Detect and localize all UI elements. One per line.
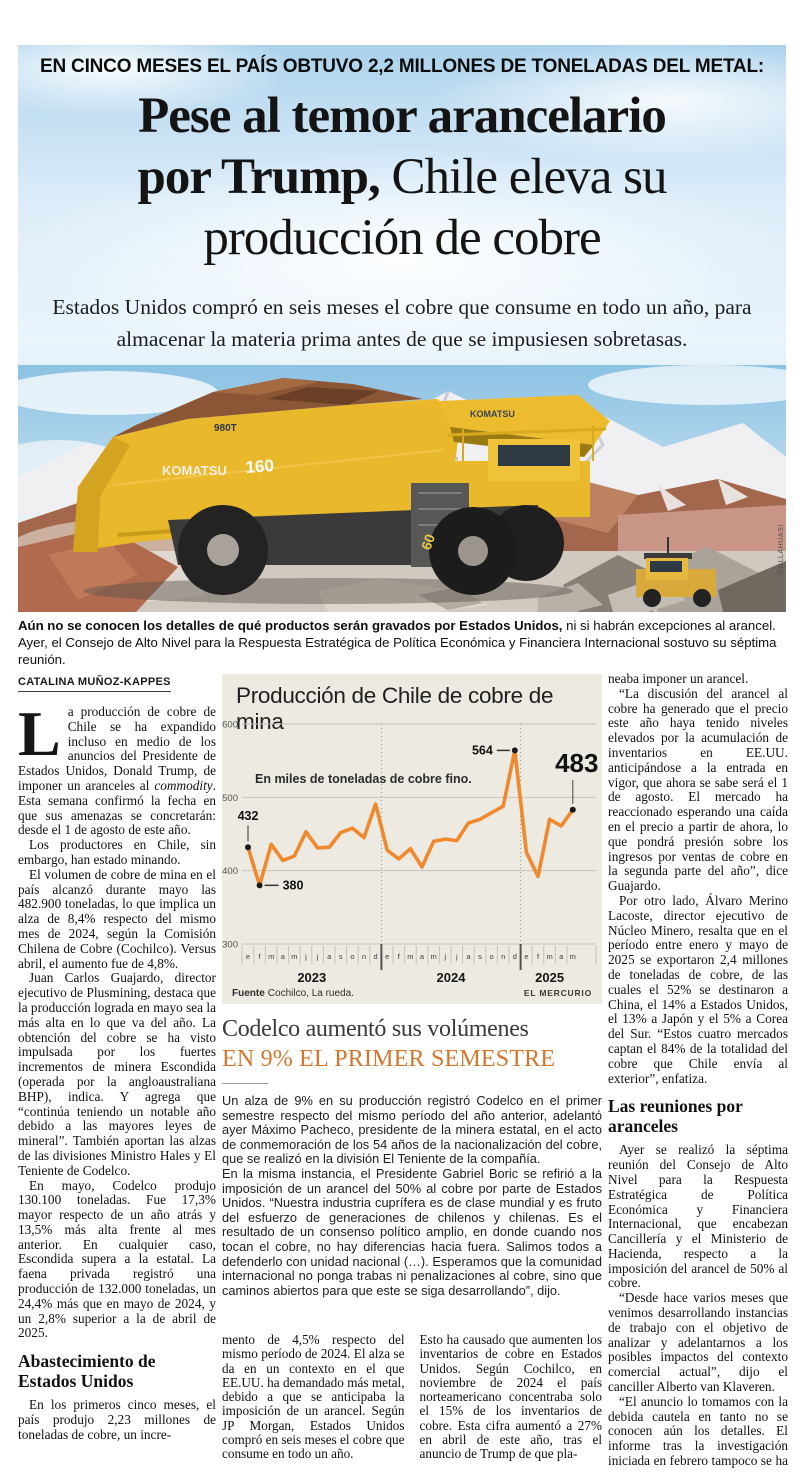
- svg-text:KOMATSU: KOMATSU: [162, 463, 227, 478]
- chart-footer: Fuente Cochilco, La rueda. EL MERCURIO: [232, 988, 592, 999]
- middle-column-1: mento de 4,5% respecto del mismo período…: [222, 1333, 405, 1475]
- svg-text:KOMATSU: KOMATSU: [470, 409, 515, 419]
- paragraph: Juan Carlos Guajardo, director ejecutivo…: [18, 970, 216, 1178]
- subhead-abastecimiento: Abastecimiento de Estados Unidos: [18, 1351, 156, 1391]
- svg-text:f: f: [398, 952, 401, 961]
- svg-text:m: m: [268, 952, 274, 961]
- middle-column-2: Esto ha causado que aumenten los inventa…: [420, 1333, 603, 1475]
- paragraph: El volumen de cobre de mina en el país a…: [18, 866, 216, 971]
- paragraph: En mayo, Codelco produjo 130.100 tonelad…: [18, 1177, 216, 1341]
- svg-text:432: 432: [238, 809, 259, 823]
- svg-text:d: d: [513, 952, 517, 961]
- svg-text:j: j: [316, 952, 319, 961]
- paragraph: “El anuncio lo tomamos con la debida cau…: [608, 1393, 788, 1469]
- svg-text:600: 600: [222, 720, 238, 731]
- svg-text:d: d: [374, 952, 378, 961]
- svg-text:o: o: [490, 952, 494, 961]
- photo-caption: Aún no se conocen los detalles de qué pr…: [18, 618, 777, 667]
- section-rule: [222, 1083, 268, 1084]
- svg-text:e: e: [246, 952, 250, 961]
- copper-production-chart: Producción de Chile de cobre de mina En …: [222, 674, 602, 1004]
- svg-text:400: 400: [222, 866, 238, 877]
- svg-text:f: f: [259, 952, 262, 961]
- svg-text:564: 564: [472, 743, 493, 757]
- codelco-title-line-2: EN 9% EL PRIMER SEMESTRE: [222, 1046, 556, 1072]
- drop-cap: L: [18, 698, 61, 769]
- subhead-reuniones: Las reuniones por aranceles: [608, 1096, 743, 1136]
- paragraph: “La discusión del arancel al cobre ha ge…: [608, 685, 788, 894]
- svg-text:2025: 2025: [535, 970, 564, 985]
- svg-text:500: 500: [222, 793, 238, 804]
- svg-text:j: j: [443, 952, 446, 961]
- codelco-body: Un alza de 9% en su producción registró …: [222, 1093, 602, 1298]
- svg-text:m: m: [291, 952, 297, 961]
- haul-truck: KOMATSU 980T 160 KOMATSU 60: [73, 378, 610, 595]
- kicker: EN CINCO MESES EL PAÍS OBTUVO 2,2 MILLON…: [39, 56, 764, 77]
- paragraph: Esto ha causado que aumenten los inventa…: [419, 1333, 603, 1462]
- svg-text:380: 380: [283, 878, 304, 892]
- chart-source: Fuente Cochilco, La rueda.: [232, 988, 354, 999]
- chart-title: Producción de Chile de cobre de mina: [236, 683, 554, 734]
- svg-text:n: n: [362, 952, 366, 961]
- svg-text:e: e: [524, 952, 528, 961]
- svg-text:f: f: [537, 952, 540, 961]
- svg-text:2024: 2024: [437, 970, 467, 985]
- paragraph: Los productores en Chile, sin embargo, h…: [18, 837, 216, 867]
- svg-text:a: a: [420, 952, 425, 961]
- codelco-title-line-1: Codelco aumentó sus volúmenes: [222, 1016, 529, 1042]
- svg-text:a: a: [466, 952, 471, 961]
- svg-text:m: m: [570, 952, 576, 961]
- paragraph: Un alza de 9% en su producción registró …: [222, 1093, 602, 1167]
- chart-credit: EL MERCURIO: [523, 988, 592, 998]
- headline-line-2: por Trump, Chile eleva su: [137, 149, 668, 205]
- svg-text:980T: 980T: [214, 423, 237, 434]
- svg-text:160: 160: [245, 456, 275, 477]
- svg-text:j: j: [455, 952, 458, 961]
- photo-credit: COLLAHUASI: [778, 523, 785, 574]
- right-column: neaba imponer un arancel. “La discusión …: [608, 672, 788, 1469]
- middle-columns: mento de 4,5% respecto del mismo período…: [222, 1333, 602, 1475]
- paragraph: Por otro lado, Álvaro Merino Lacoste, di…: [608, 892, 788, 1086]
- mining-scene-illustration: KOMATSU 980T 160 KOMATSU 60: [18, 365, 786, 612]
- paragraph: En la misma instancia, el Presidente Gab…: [222, 1165, 602, 1298]
- svg-text:n: n: [501, 952, 505, 961]
- headline-line-1: Pese al temor arancelario: [138, 88, 667, 144]
- svg-text:o: o: [350, 952, 354, 961]
- svg-text:m: m: [430, 952, 436, 961]
- svg-text:m: m: [407, 952, 413, 961]
- svg-text:m: m: [546, 952, 552, 961]
- svg-text:2023: 2023: [297, 970, 326, 985]
- paragraph: neaba imponer un arancel.: [608, 672, 749, 686]
- chart-subtitle: En miles de toneladas de cobre fino.: [255, 772, 472, 786]
- svg-text:60: 60: [418, 532, 438, 552]
- svg-text:a: a: [327, 952, 332, 961]
- paragraph: “Desde hace varios meses que venimos des…: [608, 1290, 788, 1395]
- headline: Pese al temor arancelario por Trump, Chi…: [18, 86, 786, 269]
- paragraph: En los primeros cinco meses, el país pro…: [18, 1397, 216, 1442]
- svg-text:s: s: [339, 952, 343, 961]
- paragraph: mento de 4,5% respecto del mismo período…: [222, 1333, 405, 1462]
- svg-text:300: 300: [222, 940, 238, 951]
- svg-text:a: a: [559, 952, 564, 961]
- codelco-section: Codelco aumentó sus volúmenes EN 9% EL P…: [222, 1014, 602, 1298]
- headline-line-3: producción de cobre: [203, 210, 601, 266]
- deck: Estados Unidos compró en seis meses el c…: [52, 295, 752, 351]
- byline: CATALINA MUÑOZ-KAPPES: [18, 676, 171, 692]
- svg-text:483: 483: [555, 748, 598, 778]
- svg-text:e: e: [385, 952, 389, 961]
- mining-truck-photo: KOMATSU 980T 160 KOMATSU 60 COLLAHUASI: [18, 365, 786, 612]
- paragraph: Ayer se realizó la séptima reunión del C…: [608, 1142, 788, 1291]
- small-truck: [636, 537, 716, 607]
- svg-text:a: a: [281, 952, 286, 961]
- svg-text:s: s: [478, 952, 482, 961]
- svg-text:j: j: [304, 952, 307, 961]
- article-header: EN CINCO MESES EL PAÍS OBTUVO 2,2 MILLON…: [18, 45, 786, 612]
